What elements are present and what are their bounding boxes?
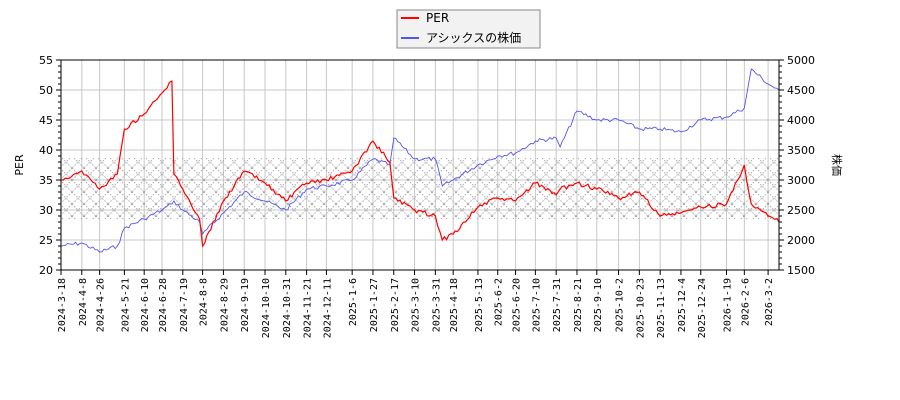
right-tick-label: 1500	[787, 264, 815, 277]
x-tick-label: 2025-11-13	[656, 278, 667, 338]
left-tick-label: 55	[39, 54, 53, 67]
price-line	[60, 68, 780, 253]
x-tick-label: 2024-8-8	[199, 278, 210, 326]
left-tick-label: 25	[39, 234, 53, 247]
x-tick-label: 2025-8-21	[573, 278, 584, 332]
left-axis-title: PER	[13, 154, 26, 176]
x-tick-label: 2026-3-2	[764, 278, 775, 326]
x-tick-label: 2025-12-4	[677, 278, 688, 332]
x-tick-label: 2026-1-19	[723, 278, 734, 332]
left-tick-label: 50	[39, 84, 53, 97]
right-axis: 1500 2000 2500 3000 3500 4000 4500 5000	[779, 54, 815, 277]
x-tick-label: 2024-3-18	[57, 278, 68, 332]
right-tick-label: 4000	[787, 114, 815, 127]
x-tick-label: 2025-9-10	[593, 278, 604, 332]
x-tick-label: 2024-5-21	[120, 278, 131, 332]
x-tick-label: 2025-3-31	[431, 278, 442, 332]
right-tick-label: 3000	[787, 174, 815, 187]
x-tick-label: 2024-6-28	[158, 278, 169, 332]
x-tick-label: 2025-6-2	[494, 278, 505, 326]
left-tick-label: 30	[39, 204, 53, 217]
x-tick-label: 2026-2-6	[740, 278, 751, 326]
x-tick-label: 2024-11-21	[303, 278, 314, 338]
x-tick-label: 2024-10-10	[261, 278, 272, 338]
right-tick-label: 4500	[787, 84, 815, 97]
x-axis: 2024-3-18 2024-4-8 2024-4-26 2024-5-21 2024-…	[57, 270, 775, 338]
left-tick-label: 20	[39, 264, 53, 277]
plot-frame	[60, 59, 780, 271]
x-tick-label: 2025-3-10	[411, 278, 422, 332]
x-tick-label: 2025-2-17	[390, 278, 401, 332]
legend-box	[396, 9, 541, 49]
x-tick-label: 2024-7-19	[179, 278, 190, 332]
x-tick-label: 2024-9-19	[240, 278, 251, 332]
legend: PER アシックスの株価	[396, 9, 541, 49]
x-tick-label: 2025-12-24	[697, 278, 708, 338]
x-tick-label: 2024-4-8	[78, 278, 89, 326]
right-tick-label: 2500	[787, 204, 815, 217]
left-axis: 20 25 30 35 40 45 50 55	[39, 54, 61, 277]
x-tick-label: 2025-7-31	[552, 278, 563, 332]
left-tick-label: 40	[39, 144, 53, 157]
legend-label-per: PER	[426, 11, 449, 25]
x-tick-label: 2024-6-10	[140, 278, 151, 332]
x-tick-label: 2025-7-10	[531, 278, 542, 332]
x-tick-label: 2024-12-11	[322, 278, 333, 338]
per-line	[60, 79, 780, 248]
series-lines	[60, 68, 780, 253]
x-tick-label: 2025-1-6	[348, 278, 359, 326]
x-tick-label: 2025-6-20	[512, 278, 523, 332]
x-tick-label: 2025-10-23	[635, 278, 646, 338]
right-axis-title: 株価	[830, 154, 844, 176]
x-tick-label: 2025-1-27	[369, 278, 380, 332]
x-tick-label: 2024-10-31	[282, 278, 293, 338]
x-tick-label: 2024-8-29	[219, 278, 230, 332]
shaded-band	[61, 157, 779, 219]
right-tick-label: 5000	[787, 54, 815, 67]
x-tick-label: 2024-4-26	[96, 278, 107, 332]
left-tick-label: 45	[39, 114, 53, 127]
x-tick-label: 2025-10-2	[615, 278, 626, 332]
right-tick-label: 2000	[787, 234, 815, 247]
x-tick-label: 2025-5-13	[474, 278, 485, 332]
x-tick-label: 2025-4-18	[449, 278, 460, 332]
right-tick-label: 3500	[787, 144, 815, 157]
legend-label-price: アシックスの株価	[426, 30, 521, 45]
left-tick-label: 35	[39, 174, 53, 187]
